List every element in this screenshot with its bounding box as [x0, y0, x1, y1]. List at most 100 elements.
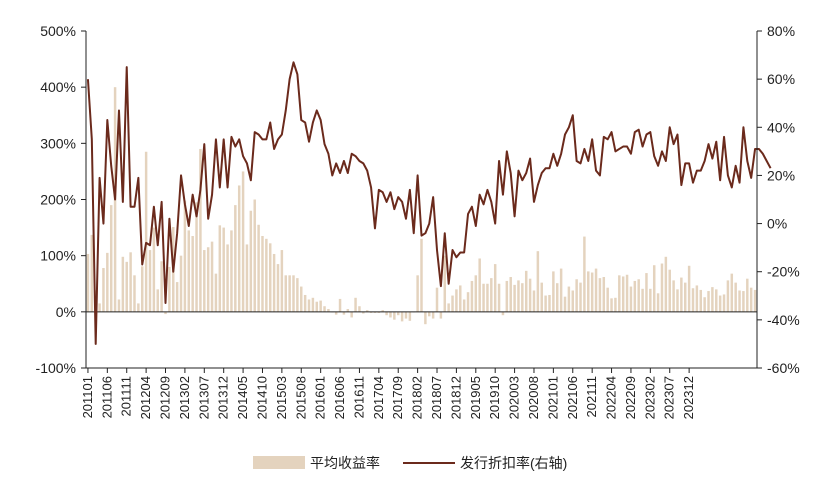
x-tick-label: 201905: [468, 376, 483, 419]
x-tick-label: 202312: [681, 376, 696, 419]
bar: [633, 280, 637, 312]
bar: [346, 309, 350, 312]
bar: [133, 275, 136, 312]
bar: [420, 238, 423, 312]
bar: [652, 265, 656, 312]
bar: [478, 258, 481, 312]
bar: [691, 288, 695, 312]
x-tick-label: 201606: [332, 376, 347, 419]
x-tick-label: 201307: [196, 376, 211, 419]
bar: [381, 310, 384, 312]
x-tick-label: 201503: [274, 376, 289, 419]
bar: [245, 244, 249, 312]
bar: [237, 185, 241, 312]
bar: [439, 311, 443, 319]
bar: [327, 309, 330, 312]
bar: [715, 289, 718, 312]
bar: [86, 253, 90, 312]
bar: [354, 297, 357, 312]
bar: [540, 282, 543, 312]
bar: [455, 289, 458, 312]
bar: [746, 278, 749, 312]
bar: [575, 279, 578, 312]
bar: [226, 244, 229, 312]
bar: [109, 205, 113, 312]
bar: [334, 311, 338, 315]
left-tick-label: 200%: [40, 192, 76, 208]
bar: [152, 227, 156, 312]
bar: [602, 277, 606, 312]
bar: [319, 300, 322, 312]
bar: [272, 253, 276, 312]
bar: [730, 273, 734, 312]
bar: [548, 294, 551, 312]
bar: [536, 251, 540, 312]
bar: [482, 283, 485, 312]
bar: [664, 256, 668, 312]
x-tick-label: 201405: [235, 376, 250, 419]
x-tick-label: 202204: [604, 376, 619, 419]
bar: [676, 289, 679, 312]
bar: [672, 280, 675, 312]
axes: -100% 0% 100% 200% 300% 400% 500% -60% -40% -20% 0…: [36, 23, 800, 419]
x-tick-label: 201910: [487, 376, 502, 419]
x-tick-label: 201601: [313, 376, 328, 419]
bar: [621, 276, 625, 312]
bar: [187, 230, 191, 312]
bar: [408, 311, 412, 321]
bar: [424, 311, 427, 325]
bar: [722, 294, 726, 312]
bar: [377, 311, 381, 313]
bar: [311, 297, 315, 312]
bar: [288, 275, 291, 312]
bar: [369, 311, 373, 313]
left-tick-label: 0%: [56, 304, 76, 320]
bar: [253, 199, 256, 312]
right-tick-label: -60%: [767, 360, 800, 376]
bar: [556, 283, 559, 312]
bar: [571, 290, 574, 312]
bar: [486, 283, 489, 312]
bar: [544, 295, 547, 312]
x-tick-label: 201807: [429, 376, 444, 419]
bar: [521, 283, 524, 312]
bar: [618, 275, 621, 312]
bar: [447, 303, 450, 312]
bar: [206, 247, 210, 312]
bar: [610, 298, 613, 312]
bar: [218, 225, 222, 312]
bar: [509, 277, 512, 312]
bar: [222, 227, 225, 312]
bar: [645, 273, 648, 312]
bar: [307, 299, 311, 312]
right-tick-label: -20%: [767, 264, 800, 280]
x-tick-label: 201611: [351, 376, 366, 418]
x-tick-label: 201812: [448, 376, 463, 419]
bar: [594, 268, 598, 312]
bar: [598, 278, 602, 312]
bar: [385, 311, 388, 316]
bar: [261, 236, 264, 312]
bar: [191, 236, 194, 312]
bar: [144, 151, 148, 312]
bar: [707, 291, 710, 312]
bar: [753, 289, 757, 312]
bar: [268, 243, 272, 312]
bar: [265, 238, 268, 312]
line-series: [86, 61, 772, 345]
bar: [404, 311, 408, 319]
bar: [583, 236, 586, 312]
bar: [726, 280, 730, 312]
bar: [315, 301, 319, 312]
bar: [695, 285, 699, 312]
bar: [183, 200, 187, 312]
legend-label-line: 发行折扣率(右轴): [460, 455, 567, 471]
bar: [393, 311, 396, 320]
right-tick-label: 0%: [767, 216, 787, 232]
bar: [431, 311, 435, 319]
x-tick-label: 201101: [80, 376, 95, 418]
bar: [517, 280, 520, 312]
bar: [416, 275, 419, 312]
bar: [703, 297, 706, 312]
